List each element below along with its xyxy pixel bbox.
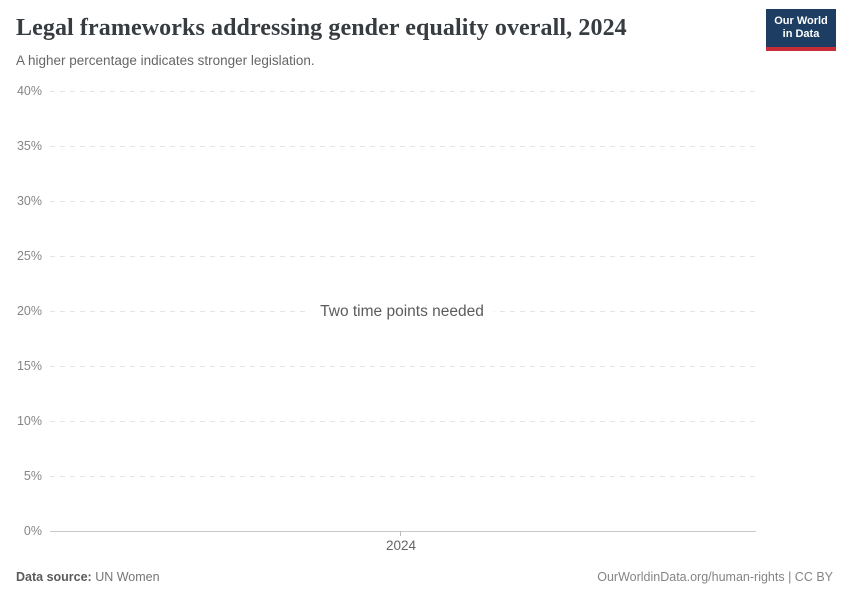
gridline	[50, 421, 755, 422]
attribution-link[interactable]: OurWorldinData.org/human-rights | CC BY	[597, 570, 833, 584]
no-data-message: Two time points needed	[310, 301, 494, 323]
data-source-label: Data source:	[16, 570, 92, 584]
owid-logo[interactable]: Our World in Data	[766, 9, 836, 51]
owid-logo-line1: Our World	[774, 15, 828, 27]
chart-subtitle: A higher percentage indicates stronger l…	[16, 53, 315, 68]
gridline	[50, 146, 755, 147]
y-axis-tick-label: 10%	[16, 414, 42, 428]
data-source: Data source: UN Women	[16, 570, 160, 584]
y-axis-tick-label: 15%	[16, 359, 42, 373]
gridline	[50, 256, 755, 257]
x-axis-tick-mark	[400, 531, 401, 536]
y-axis-tick-label: 25%	[16, 249, 42, 263]
y-axis-tick-label: 5%	[23, 469, 42, 483]
y-axis-tick-label: 30%	[16, 194, 42, 208]
x-axis-tick-label: 2024	[385, 538, 417, 553]
y-axis-tick-label: 0%	[23, 524, 42, 538]
data-source-value: UN Women	[91, 570, 160, 584]
y-axis-tick-label: 35%	[16, 139, 42, 153]
gridline	[50, 91, 755, 92]
y-axis-tick-label: 40%	[16, 84, 42, 98]
y-axis-tick-label: 20%	[16, 304, 42, 318]
x-axis-baseline	[50, 531, 756, 532]
gridline	[50, 201, 755, 202]
gridline	[50, 366, 755, 367]
owid-logo-line2: in Data	[782, 28, 820, 40]
gridline	[50, 476, 755, 477]
page-title: Legal frameworks addressing gender equal…	[16, 15, 627, 41]
